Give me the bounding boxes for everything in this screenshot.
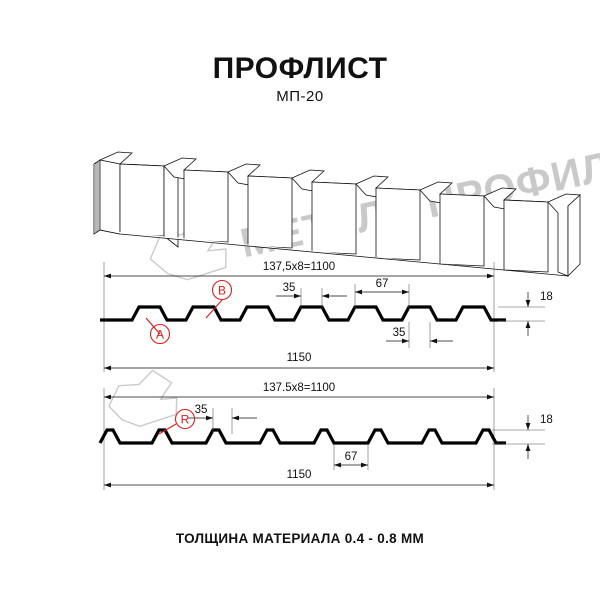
dim-67-top-1-label: 67 (376, 278, 389, 290)
dim-35-top-2-label: 35 (195, 404, 208, 416)
product-model: МП-20 (276, 88, 324, 105)
footer-note: ТОЛЩИНА МАТЕРИАЛА 0.4 - 0.8 ММ (175, 531, 425, 546)
watermark-group-2 (108, 369, 178, 427)
callout-a-label: A (156, 328, 164, 342)
dim-top-span-1-label: 137,5х8=1100 (263, 261, 335, 273)
page-title: ПРОФЛИСТ (212, 52, 388, 85)
dim-height-2: 18 (492, 414, 553, 459)
dim-height-2-label: 18 (540, 414, 553, 426)
dim-35-bottom-1-label: 35 (393, 327, 406, 339)
callout-r-circle (174, 408, 196, 430)
callout-a-circle (149, 323, 171, 345)
dim-bottom-span-1: 1150 (104, 352, 494, 371)
callout-b[interactable]: B (205, 279, 233, 319)
dim-top-span-1: 137,5х8=1100 (104, 261, 494, 279)
dim-top-span-2-label: 137.5х8=1100 (263, 382, 335, 394)
dim-67-top-1: 67 (355, 278, 409, 295)
profile-path-bottom (98, 428, 506, 445)
dim-top-span-2: 137.5х8=1100 (104, 382, 494, 400)
dim-35-top-2: 35 (188, 404, 257, 421)
dim-height-1: 18 (498, 291, 553, 336)
dim-35-bottom-1: 35 (386, 327, 453, 344)
cross-section-bottom: 137.5х8=1100 1150 (98, 382, 553, 490)
callout-b-label: B (218, 284, 226, 298)
dim-bottom-span-2: 1150 (104, 469, 494, 488)
rib-group (99, 151, 581, 277)
dim-35-top-1-label: 35 (283, 282, 296, 294)
callout-b-circle (211, 279, 233, 301)
dim-35-top-1: 35 (276, 282, 347, 299)
cross-section-top: 137,5х8=1100 1150 (100, 261, 553, 372)
dim-bottom-span-1-label: 1150 (287, 352, 312, 364)
profile-path-top (100, 305, 506, 322)
dim-height-1-label: 18 (540, 291, 553, 303)
callout-r-label: R (181, 413, 190, 427)
dim-bottom-span-2-label: 1150 (287, 469, 312, 481)
isometric-sheet-view (93, 151, 581, 277)
dim-67-bottom-2-label: 67 (345, 451, 358, 463)
callout-a[interactable]: A (145, 317, 171, 345)
callout-r[interactable]: R (158, 408, 196, 435)
metall-profil-logo-2 (108, 369, 178, 427)
dim-67-bottom-2: 67 (334, 451, 368, 468)
